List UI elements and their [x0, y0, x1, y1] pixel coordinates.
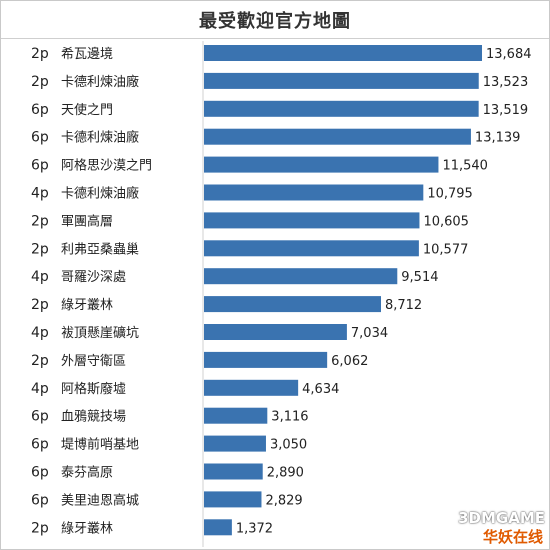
- value-label: 10,577: [423, 242, 469, 257]
- value-label: 2,829: [265, 493, 302, 508]
- player-count-label: 6p: [31, 437, 49, 453]
- player-count-label: 6p: [31, 465, 49, 481]
- chart-title: 最受歡迎官方地圖: [199, 11, 351, 32]
- map-name-label: 阿格斯廢墟: [61, 381, 126, 397]
- value-label: 8,712: [385, 298, 422, 313]
- player-count-label: 4p: [31, 381, 49, 397]
- bar-row: 6p 美里迪恩高城 2,829: [31, 491, 303, 508]
- bar: [204, 463, 263, 480]
- map-name-label: 綠牙叢林: [61, 521, 113, 536]
- bar-row: 6p 卡德利煉油廠 13,139: [31, 128, 521, 146]
- title-divider: [1, 38, 549, 39]
- bar: [204, 491, 262, 508]
- bar: [204, 45, 483, 61]
- map-name-label: 卡德利煉油廠: [61, 130, 139, 146]
- map-name-label: 軍團高層: [61, 213, 113, 229]
- value-label: 13,519: [483, 103, 529, 118]
- bar-row: 2p 希瓦邊境 13,684: [31, 45, 532, 62]
- map-name-label: 外層守衛區: [61, 354, 126, 369]
- bar-row: 6p 阿格思沙漠之門 11,540: [31, 156, 488, 174]
- bar-row: 2p 綠牙叢林 1,372: [31, 519, 273, 536]
- player-count-label: 6p: [31, 409, 49, 425]
- bar-row: 2p 外層守衛區 6,062: [31, 351, 368, 369]
- map-name-label: 美里迪恩高城: [61, 492, 139, 508]
- bar-row: 2p 綠牙叢林 8,712: [31, 296, 422, 313]
- player-count-label: 4p: [31, 269, 49, 285]
- map-name-label: 堤博前哨基地: [61, 437, 139, 453]
- bar-row: 4p 哥羅沙深處 9,514: [31, 268, 439, 285]
- map-name-label: 綠牙叢林: [61, 298, 113, 313]
- bar: [204, 324, 347, 340]
- map-name-label: 卡德利煉油廠: [61, 74, 139, 90]
- player-count-label: 2p: [31, 520, 49, 536]
- bar: [204, 435, 266, 452]
- map-name-label: 袚頂懸崖礦坑: [61, 325, 139, 341]
- bar: [204, 351, 328, 368]
- watermark-site: 华妖在线: [482, 528, 543, 546]
- player-count-label: 4p: [31, 186, 49, 202]
- value-label: 9,514: [401, 270, 438, 285]
- value-label: 10,605: [423, 214, 469, 229]
- player-count-label: 6p: [31, 492, 49, 508]
- player-count-label: 6p: [31, 102, 49, 118]
- bar: [204, 72, 479, 89]
- player-count-label: 2p: [31, 46, 49, 62]
- player-count-label: 6p: [31, 130, 49, 146]
- map-name-label: 泰芬高原: [61, 465, 113, 481]
- player-count-label: 2p: [31, 74, 49, 90]
- bar-row: 6p 泰芬高原 2,890: [31, 463, 304, 481]
- bar-row: 4p 阿格斯廢墟 4,634: [31, 379, 339, 397]
- player-count-label: 2p: [31, 353, 49, 369]
- value-label: 13,523: [483, 75, 528, 90]
- value-label: 1,372: [236, 521, 273, 536]
- watermark-brand: 3DMGAME: [458, 509, 545, 527]
- bar: [204, 156, 439, 173]
- value-label: 13,139: [475, 131, 521, 146]
- map-name-label: 希瓦邊境: [61, 47, 113, 62]
- bar-row: 4p 卡德利煉油廠 10,795: [31, 184, 473, 202]
- map-name-label: 哥羅沙深處: [61, 270, 126, 285]
- bar: [204, 240, 419, 257]
- value-label: 3,050: [270, 438, 307, 453]
- bar: [204, 519, 232, 536]
- bar-row: 6p 天使之門 13,519: [31, 100, 529, 118]
- bar-row: 4p 袚頂懸崖礦坑 7,034: [31, 324, 388, 341]
- bar: [204, 379, 299, 396]
- value-label: 4,634: [302, 382, 339, 397]
- bar: [204, 407, 268, 424]
- player-count-label: 2p: [31, 297, 49, 313]
- bar: [204, 100, 479, 117]
- value-label: 10,795: [427, 187, 473, 202]
- bar: [204, 268, 398, 285]
- player-count-label: 2p: [31, 213, 49, 229]
- value-label: 2,890: [267, 466, 304, 481]
- bar-row: 6p 血鴉競技場 3,116: [31, 407, 309, 425]
- value-label: 3,116: [271, 410, 308, 425]
- bar: [204, 212, 420, 229]
- map-name-label: 卡德利煉油廠: [61, 186, 139, 202]
- player-count-label: 2p: [31, 241, 49, 257]
- map-name-label: 阿格思沙漠之門: [61, 158, 152, 174]
- bar: [204, 128, 471, 145]
- map-name-label: 利弗亞桑蟲巢: [61, 242, 139, 257]
- value-label: 7,034: [351, 326, 388, 341]
- map-name-label: 天使之門: [61, 102, 113, 118]
- bar: [204, 184, 424, 201]
- player-count-label: 6p: [31, 158, 49, 174]
- bar-row: 2p 軍團高層 10,605: [31, 212, 469, 229]
- value-label: 6,062: [331, 354, 368, 369]
- value-label: 13,684: [486, 47, 532, 62]
- bar: [204, 296, 381, 313]
- value-label: 11,540: [442, 159, 488, 174]
- bar-row: 2p 卡德利煉油廠 13,523: [31, 72, 528, 90]
- bar-row: 6p 堤博前哨基地 3,050: [31, 435, 307, 453]
- player-count-label: 4p: [31, 325, 49, 341]
- map-name-label: 血鴉競技場: [61, 410, 126, 425]
- bar-row: 2p 利弗亞桑蟲巢 10,577: [31, 240, 468, 257]
